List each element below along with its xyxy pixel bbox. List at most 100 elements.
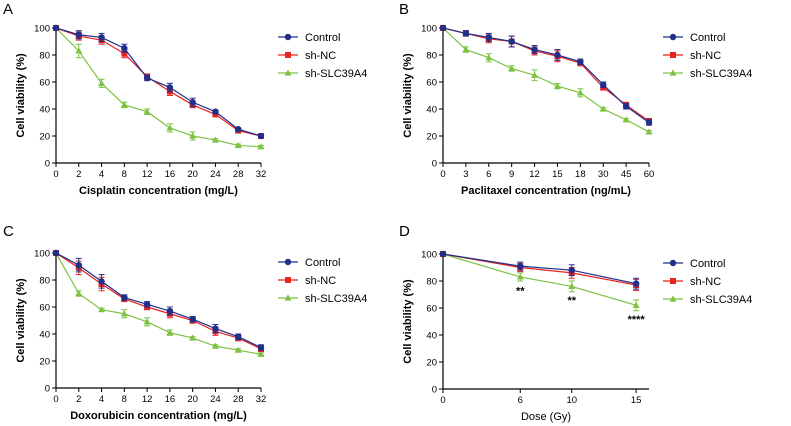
y-tick-label: 40 <box>39 104 50 115</box>
x-tick-label: 18 <box>575 169 586 180</box>
data-point-triangle <box>599 105 607 112</box>
data-point-circle <box>98 34 105 41</box>
data-point-circle <box>531 46 538 53</box>
data-point-triangle <box>553 82 561 89</box>
x-tick-label: 12 <box>529 169 540 180</box>
data-point-circle <box>52 249 60 257</box>
series-sh-nc <box>53 250 264 353</box>
data-point-circle <box>554 51 561 59</box>
series-line <box>55 252 262 350</box>
x-tick-label: 16 <box>165 169 176 180</box>
legend-label: Control <box>305 257 340 269</box>
data-point-circle <box>235 126 242 133</box>
y-axis-title: Cell viability (%) <box>402 279 414 364</box>
x-tick-label: 0 <box>440 169 445 180</box>
y-tick-label: 20 <box>426 357 437 368</box>
y-tick-label: 60 <box>39 302 50 313</box>
series-sh-slc39a4 <box>52 249 265 357</box>
x-tick-label: 3 <box>463 169 468 180</box>
x-tick-label: 28 <box>233 394 244 405</box>
y-tick-label: 100 <box>421 23 437 34</box>
x-tick-label: 24 <box>210 169 221 180</box>
data-point-circle <box>485 34 492 41</box>
series-line <box>442 27 650 123</box>
legend-label: sh-SLC39A4 <box>305 68 367 80</box>
data-point-triangle <box>120 310 128 317</box>
data-point-triangle <box>166 329 174 336</box>
legend-label: sh-NC <box>690 276 721 288</box>
legend-marker-circle <box>284 33 292 41</box>
y-tick-label: 0 <box>45 383 50 394</box>
data-point-triangle <box>516 273 524 280</box>
y-tick-label: 40 <box>426 104 437 115</box>
data-point-circle <box>257 344 265 351</box>
x-tick-label: 4 <box>99 394 104 405</box>
y-tick-label: 80 <box>39 50 50 61</box>
y-tick-label: 80 <box>426 50 437 61</box>
x-tick-label: 24 <box>210 394 221 405</box>
significance-annotation: ** <box>516 285 525 297</box>
x-axis-title: Doxorubicin concentration (mg/L) <box>70 410 247 422</box>
data-point-triangle <box>98 306 106 313</box>
y-tick-label: 0 <box>432 158 437 169</box>
significance-annotation: ** <box>567 295 576 307</box>
data-point-triangle <box>257 143 265 150</box>
data-point-triangle <box>211 342 219 349</box>
series-control <box>439 250 640 290</box>
legend-label: Control <box>305 32 340 44</box>
y-tick-label: 60 <box>426 77 437 88</box>
data-point-triangle <box>211 136 219 143</box>
data-point-circle <box>577 58 584 65</box>
data-point-circle <box>166 84 174 91</box>
series-line <box>55 252 262 355</box>
legend-marker-square <box>285 277 291 283</box>
data-point-circle <box>75 31 82 38</box>
chart-panel-d: D 0 20 40 60 80 100 0 6 10 15 Dose (Gy) Cell viabili… <box>399 223 752 423</box>
data-point-circle <box>189 315 196 323</box>
legend-label: sh-SLC39A4 <box>305 293 367 305</box>
legend-marker-circle <box>669 33 677 41</box>
x-tick-label: 6 <box>486 169 491 180</box>
data-point-circle <box>75 261 82 269</box>
data-point-circle <box>235 333 242 340</box>
series-sh-nc <box>53 25 264 139</box>
x-tick-label: 16 <box>165 394 176 405</box>
data-point-triangle <box>645 128 653 135</box>
x-tick-label: 20 <box>187 394 198 405</box>
x-tick-label: 8 <box>122 169 127 180</box>
x-axis-title: Cisplatin concentration (mg/L) <box>79 185 238 197</box>
series-line <box>442 253 637 306</box>
data-point-triangle <box>234 141 242 149</box>
data-point-triangle <box>189 334 197 341</box>
x-tick-label: 15 <box>631 395 642 406</box>
panel-letter-b: B <box>399 1 409 18</box>
data-point-circle <box>568 267 575 274</box>
x-tick-label: 2 <box>76 169 81 180</box>
panel-letter-c: C <box>3 223 14 240</box>
data-point-triangle <box>632 301 640 308</box>
y-tick-label: 0 <box>45 158 50 169</box>
x-tick-label: 30 <box>598 169 609 180</box>
data-point-triangle <box>568 282 576 289</box>
series-line <box>55 27 262 137</box>
legend-label: Control <box>690 258 725 270</box>
series-sh-slc39a4 <box>439 24 653 135</box>
data-point-triangle <box>75 289 83 297</box>
legend: Control sh-NC sh-SLC39A4 <box>663 258 752 306</box>
x-tick-label: 45 <box>621 169 632 180</box>
x-tick-label: 15 <box>552 169 563 180</box>
legend: Control sh-NC sh-SLC39A4 <box>663 32 752 80</box>
x-tick-label: 0 <box>53 394 58 405</box>
x-tick-label: 0 <box>440 395 445 406</box>
x-tick-label: 6 <box>518 395 523 406</box>
x-tick-label: 12 <box>142 394 153 405</box>
significance-annotation: **** <box>628 314 646 326</box>
data-point-triangle <box>485 54 493 61</box>
y-tick-label: 40 <box>39 329 50 340</box>
series-control <box>439 24 653 126</box>
data-point-circle <box>508 38 515 45</box>
y-tick-label: 100 <box>34 248 50 259</box>
series-control <box>52 24 265 140</box>
data-point-circle <box>189 99 196 106</box>
